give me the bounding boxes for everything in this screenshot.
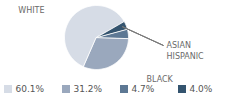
svg-text:HISPANIC: HISPANIC (167, 52, 205, 61)
svg-text:BLACK: BLACK (147, 75, 174, 84)
svg-text:ASIAN: ASIAN (167, 41, 191, 50)
svg-text:60.1%: 60.1% (16, 84, 45, 94)
svg-text:WHITE: WHITE (18, 6, 44, 15)
svg-text:31.2%: 31.2% (74, 84, 103, 94)
svg-text:4.7%: 4.7% (132, 84, 155, 94)
svg-text:4.0%: 4.0% (190, 84, 213, 94)
